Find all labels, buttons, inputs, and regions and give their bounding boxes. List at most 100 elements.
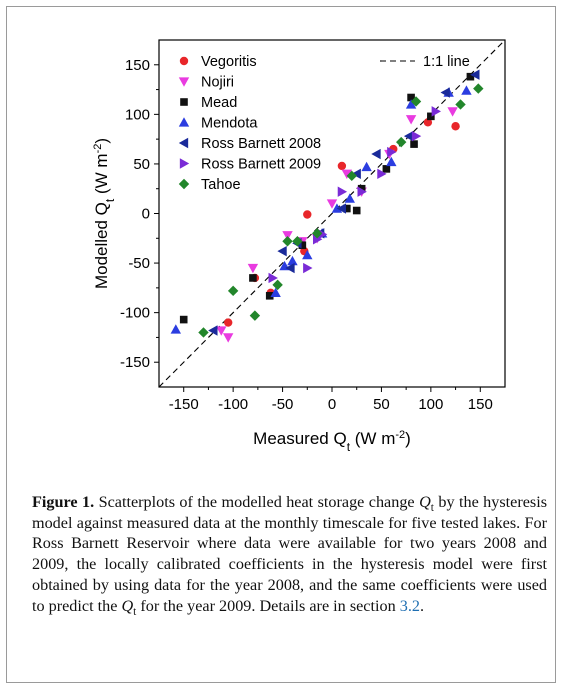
data-point bbox=[224, 318, 233, 327]
x-tick-label: 50 bbox=[373, 396, 390, 413]
caption-text-2: by the hysteresis model against measured… bbox=[32, 493, 548, 615]
x-tick-label: 100 bbox=[418, 396, 443, 413]
caption-text-3: for the year 2009. Details are in sectio… bbox=[140, 596, 396, 615]
data-point bbox=[311, 228, 323, 239]
data-point bbox=[223, 333, 234, 343]
data-point bbox=[386, 156, 397, 167]
data-point bbox=[282, 231, 293, 241]
data-point bbox=[396, 136, 407, 148]
data-point bbox=[410, 96, 422, 107]
data-point bbox=[447, 107, 458, 117]
data-point bbox=[440, 87, 450, 98]
legend-marker bbox=[178, 137, 189, 149]
figure-frame: -150 -100 -50 0 50 100 150 -150 -100 -50 0 50 100 150… bbox=[6, 6, 556, 683]
data-point bbox=[326, 199, 338, 209]
data-point bbox=[292, 236, 303, 247]
data-point bbox=[287, 255, 298, 266]
y-tick-label: 100 bbox=[125, 106, 150, 123]
x-tick-label: 0 bbox=[328, 396, 336, 413]
data-point bbox=[377, 168, 387, 180]
data-point bbox=[352, 206, 361, 215]
legend-label: Mendota bbox=[201, 116, 258, 132]
data-point bbox=[265, 291, 274, 300]
y-tick-label: 50 bbox=[133, 156, 150, 173]
data-point bbox=[470, 69, 480, 80]
data-point bbox=[357, 184, 366, 193]
data-point bbox=[344, 193, 355, 203]
data-point bbox=[466, 72, 475, 81]
data-point bbox=[337, 186, 348, 197]
data-point bbox=[341, 169, 353, 180]
data-point bbox=[405, 115, 417, 125]
data-point bbox=[382, 165, 391, 173]
legend-marker bbox=[178, 178, 190, 190]
data-point bbox=[387, 146, 397, 158]
series-tahoe bbox=[198, 83, 484, 338]
data-point bbox=[346, 170, 357, 182]
legend-label: Ross Barnett 2009 bbox=[201, 157, 321, 173]
legend-marker bbox=[178, 117, 190, 127]
x-tick-label: 150 bbox=[468, 396, 493, 413]
data-point bbox=[351, 168, 361, 180]
y-tick-label: -50 bbox=[128, 255, 150, 272]
data-point bbox=[427, 112, 435, 121]
legend-label: Ross Barnett 2008 bbox=[201, 136, 321, 152]
data-point bbox=[473, 83, 484, 94]
caption-end: . bbox=[419, 596, 424, 615]
series-ross-barnett-2009 bbox=[268, 106, 441, 284]
data-point bbox=[170, 324, 182, 334]
data-point bbox=[431, 106, 441, 117]
legend-marker bbox=[178, 77, 190, 87]
data-point bbox=[268, 272, 278, 284]
legend-line-label: 1:1 line bbox=[423, 54, 470, 70]
data-point bbox=[357, 186, 367, 197]
section-link[interactable]: 3.2 bbox=[399, 596, 420, 615]
caption-symbol-q-2: Qt bbox=[121, 596, 137, 618]
y-tick-label: 150 bbox=[125, 57, 150, 74]
data-point bbox=[272, 279, 283, 291]
data-point bbox=[298, 241, 307, 250]
figure-caption: Figure 1. Scatterplots of the modelled h… bbox=[32, 492, 548, 618]
legend-marker bbox=[179, 158, 190, 169]
series-ross-barnett-2008 bbox=[208, 69, 480, 336]
caption-label: Figure 1. bbox=[32, 493, 95, 511]
data-point bbox=[423, 118, 433, 127]
data-point bbox=[410, 140, 418, 148]
data-point bbox=[302, 249, 313, 260]
x-axis-label: Measured Qt (W m-2) bbox=[253, 429, 411, 454]
series-mead bbox=[179, 72, 475, 324]
one-to-one-line bbox=[158, 39, 506, 388]
data-point bbox=[227, 285, 239, 297]
x-tick-label: -150 bbox=[169, 396, 199, 413]
legend-marker bbox=[179, 56, 189, 66]
x-tick-label: -100 bbox=[218, 396, 248, 413]
data-point bbox=[282, 236, 293, 247]
legend-label: Tahoe bbox=[201, 177, 241, 193]
data-point bbox=[371, 148, 381, 160]
caption-symbol-q: Qt bbox=[419, 493, 434, 515]
data-point bbox=[303, 262, 313, 274]
data-point bbox=[247, 263, 259, 274]
data-point bbox=[407, 93, 415, 102]
y-tick-label: 0 bbox=[142, 206, 150, 223]
y-tick-label: -100 bbox=[120, 305, 150, 322]
data-point bbox=[403, 130, 414, 142]
data-point bbox=[270, 287, 281, 297]
data-point bbox=[249, 310, 261, 321]
data-point bbox=[411, 130, 422, 142]
x-tick-label: -50 bbox=[272, 396, 294, 413]
data-point bbox=[249, 274, 257, 282]
data-point bbox=[461, 85, 472, 95]
data-point bbox=[405, 99, 417, 109]
data-point bbox=[343, 204, 351, 213]
data-point bbox=[455, 99, 466, 110]
legend-label: Mead bbox=[201, 95, 237, 111]
caption-text-1: Scatterplots of the modelled heat storag… bbox=[98, 493, 415, 511]
data-point bbox=[277, 245, 287, 257]
legend-marker bbox=[180, 98, 188, 106]
data-point bbox=[336, 203, 347, 214]
data-point bbox=[179, 315, 188, 324]
data-point bbox=[361, 161, 372, 172]
y-tick-label: -150 bbox=[120, 354, 150, 371]
data-point bbox=[216, 326, 227, 336]
